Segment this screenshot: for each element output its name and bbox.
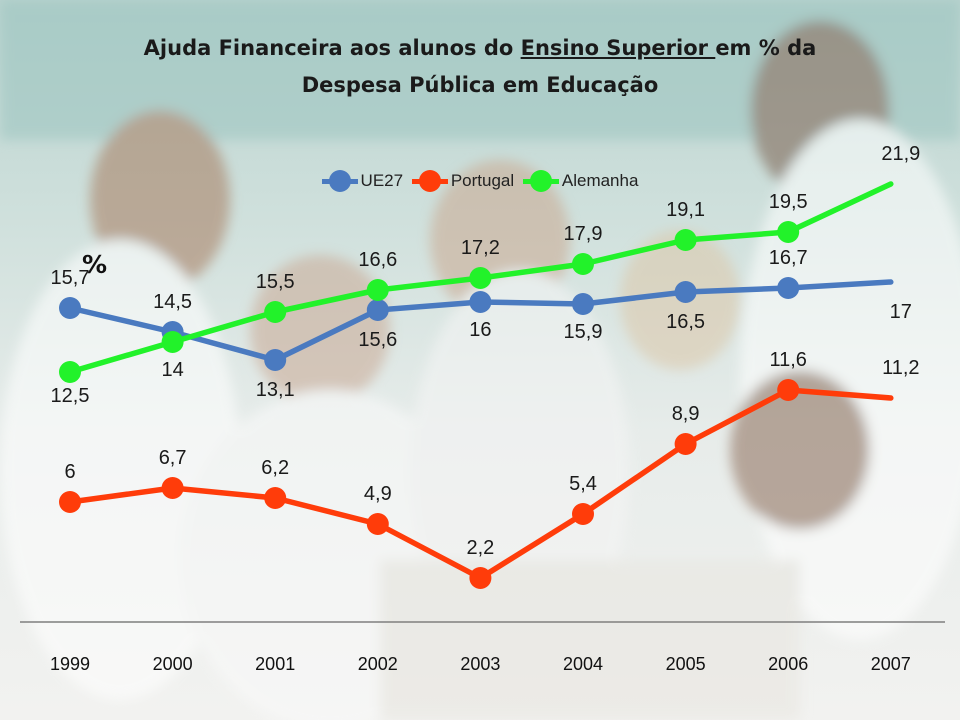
data-label-alemanha: 12,5 [51, 385, 90, 407]
data-point-portugal [366, 513, 389, 535]
chart-title-line2: Despesa Pública em Educação [301, 73, 659, 97]
legend-item-portugal: Portugal [411, 169, 515, 193]
legend-label-ue27: UE27 [360, 171, 404, 190]
data-point-alemanha [264, 301, 287, 323]
data-label-alemanha: 14 [161, 359, 183, 381]
data-label-ue27: 14,5 [153, 291, 192, 313]
x-tick-label: 2001 [255, 654, 295, 674]
legend-marker [529, 170, 552, 192]
title-part: em % da [715, 36, 817, 60]
table-shape [380, 560, 800, 720]
data-point-alemanha [469, 267, 492, 289]
face-shape [730, 370, 870, 530]
legend-marker [418, 170, 441, 192]
data-label-ue27: 17 [890, 301, 912, 323]
data-label-alemanha: 19,1 [666, 199, 705, 221]
legend: UE27 Portugal Alemanha [0, 169, 960, 198]
legend-swatch-alemanha [522, 169, 559, 193]
data-label-portugal: 11,2 [882, 357, 919, 379]
data-label-portugal: 6,7 [159, 447, 187, 469]
data-label-ue27: 16,5 [666, 311, 705, 333]
title-underlined-part: Ensino Superior [520, 36, 716, 60]
data-point-alemanha [674, 229, 697, 251]
data-point-portugal [161, 477, 184, 499]
data-point-alemanha [366, 279, 389, 301]
data-label-ue27: 15,9 [564, 321, 603, 343]
data-point-ue27 [366, 299, 389, 321]
data-point-ue27 [469, 291, 492, 313]
data-point-portugal [572, 503, 594, 525]
data-point-alemanha [161, 331, 184, 353]
data-point-portugal [777, 379, 800, 401]
x-tick-label: 2007 [871, 654, 911, 674]
legend-label-portugal: Portugal [450, 171, 515, 190]
data-point-portugal [264, 487, 287, 509]
data-point-ue27 [59, 297, 81, 319]
x-tick-label: 2000 [153, 654, 193, 674]
data-label-portugal: 6,2 [261, 457, 289, 479]
data-point-ue27 [572, 293, 594, 315]
legend-swatch-portugal [411, 169, 448, 193]
x-tick-label: 2002 [358, 654, 398, 674]
data-point-alemanha [572, 253, 594, 275]
chart-title-line1: Ajuda Financeira aos alunos do Ensino Su… [0, 31, 960, 65]
data-label-portugal: 5,4 [569, 473, 597, 495]
legend-marker [328, 170, 351, 192]
data-label-ue27: 15,6 [358, 329, 397, 351]
data-point-ue27 [264, 349, 287, 371]
data-label-portugal: 11,6 [769, 349, 806, 371]
title-part: Ajuda Financeira aos alunos do [143, 36, 521, 60]
data-point-ue27 [674, 281, 697, 303]
coat-shape [0, 240, 240, 700]
data-point-portugal [469, 567, 492, 589]
data-point-alemanha [777, 221, 800, 243]
data-label-portugal: 8,9 [672, 403, 700, 425]
data-label-portugal: 4,9 [364, 483, 392, 505]
data-point-portugal [59, 491, 81, 513]
x-tick-label: 2004 [563, 654, 603, 674]
data-label-ue27: 15,7 [51, 267, 90, 289]
legend-swatch-ue27 [321, 169, 358, 193]
data-label-ue27: 16 [469, 319, 491, 341]
data-label-alemanha: 17,2 [461, 237, 500, 259]
data-point-portugal [674, 433, 697, 455]
data-point-ue27 [777, 277, 800, 299]
data-label-ue27: 13,1 [256, 379, 295, 401]
data-label-alemanha: 19,5 [769, 191, 808, 213]
legend-item-alemanha: Alemanha [522, 169, 639, 193]
legend-item-ue27: UE27 [321, 169, 404, 193]
x-tick-label: 2005 [666, 654, 706, 674]
data-label-alemanha: 21,9 [881, 143, 920, 165]
y-axis-label: % [82, 250, 108, 279]
data-label-alemanha: 15,5 [256, 271, 295, 293]
data-label-alemanha: 16,6 [358, 249, 397, 271]
x-tick-label: 2006 [768, 654, 808, 674]
data-label-portugal: 2,2 [466, 537, 494, 559]
data-point-alemanha [59, 361, 81, 383]
data-label-alemanha: 17,9 [564, 223, 603, 245]
x-tick-label: 1999 [50, 654, 90, 674]
data-label-ue27: 16,7 [769, 247, 808, 269]
data-label-portugal: 6 [64, 461, 75, 483]
legend-label-alemanha: Alemanha [561, 171, 639, 190]
x-tick-label: 2003 [460, 654, 500, 674]
